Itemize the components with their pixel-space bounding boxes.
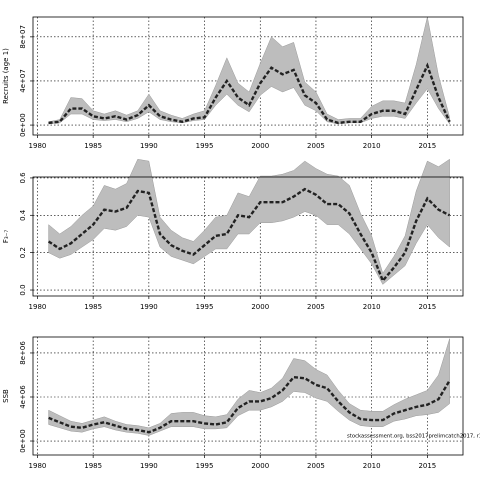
y-tick-label: 0.2 bbox=[19, 247, 27, 258]
y-tick-label: 0.0 bbox=[19, 284, 27, 295]
confidence-band bbox=[48, 338, 450, 436]
x-tick-label: 1990 bbox=[140, 142, 158, 150]
x-tick-label: 1985 bbox=[84, 303, 102, 311]
x-tick-label: 1980 bbox=[29, 142, 47, 150]
y-axis-label: F₃₋₇ bbox=[2, 230, 10, 244]
plot-frame bbox=[32, 336, 464, 456]
estimate-line bbox=[48, 62, 451, 125]
confidence-band bbox=[48, 158, 450, 285]
x-tick-label: 2010 bbox=[363, 462, 381, 470]
y-tick-label: 4e+07 bbox=[19, 69, 27, 93]
plot-frame bbox=[32, 16, 464, 136]
x-tick-label: 2010 bbox=[363, 142, 381, 150]
x-tick-label: 1995 bbox=[196, 462, 214, 470]
y-axis-label: Recruits (age 1) bbox=[2, 48, 10, 104]
confidence-band bbox=[48, 16, 450, 125]
x-tick-label: 2000 bbox=[251, 303, 269, 311]
x-tick-label: 1995 bbox=[196, 303, 214, 311]
plot-frame bbox=[32, 176, 464, 297]
x-tick-label: 2005 bbox=[307, 142, 325, 150]
x-tick-label: 1990 bbox=[140, 303, 158, 311]
x-tick-label: 2005 bbox=[307, 462, 325, 470]
estimate-line bbox=[47, 187, 451, 283]
x-tick-label: 2015 bbox=[418, 142, 436, 150]
y-tick-label: 0e+00 bbox=[19, 429, 27, 453]
y-tick-label: 0.6 bbox=[19, 172, 27, 184]
y-tick-label: 8e+07 bbox=[19, 25, 27, 49]
x-tick-label: 2005 bbox=[307, 303, 325, 311]
y-axis-label: SSB bbox=[2, 389, 10, 403]
annotation: stockassessment.org, bss2017prelimcatch2… bbox=[347, 434, 480, 440]
x-tick-label: 1985 bbox=[84, 462, 102, 470]
estimate-line bbox=[48, 375, 451, 434]
x-tick-label: 1990 bbox=[140, 462, 158, 470]
y-tick-label: 4e+06 bbox=[19, 385, 27, 409]
x-tick-label: 1995 bbox=[196, 142, 214, 150]
y-tick-label: 0e+00 bbox=[19, 113, 27, 137]
x-tick-label: 2015 bbox=[418, 462, 436, 470]
x-tick-label: 1980 bbox=[29, 462, 47, 470]
x-tick-label: 1985 bbox=[84, 142, 102, 150]
x-tick-label: 2000 bbox=[251, 462, 269, 470]
y-tick-label: 0.4 bbox=[19, 209, 27, 221]
x-tick-label: 1980 bbox=[29, 303, 47, 311]
x-tick-label: 2015 bbox=[418, 303, 436, 311]
x-tick-label: 2000 bbox=[251, 142, 269, 150]
y-tick-label: 8e+06 bbox=[19, 341, 27, 365]
x-tick-label: 2010 bbox=[363, 303, 381, 311]
